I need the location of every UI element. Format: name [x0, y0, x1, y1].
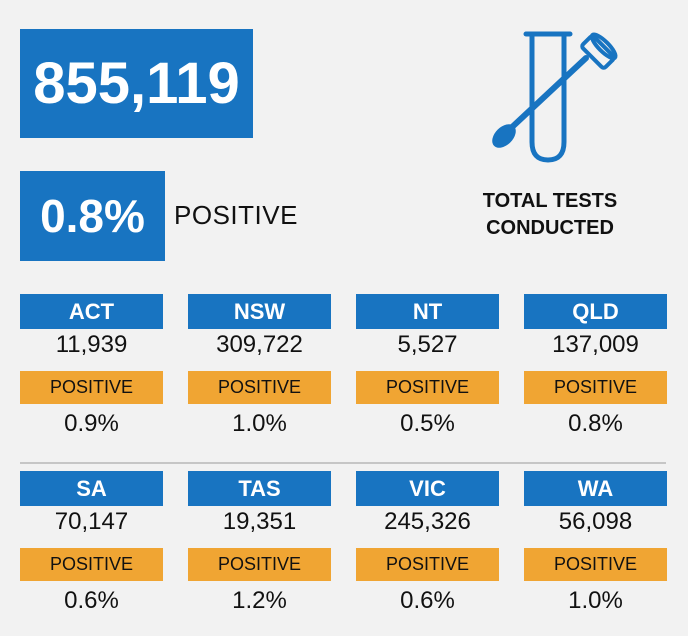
state-card-tas: TAS 19,351 POSITIVE 1.2% — [188, 471, 331, 619]
state-positive-rate: 0.9% — [64, 410, 119, 437]
state-positive-rate: 0.6% — [64, 587, 119, 614]
total-tests-value: 855,119 — [20, 29, 253, 138]
state-positive-rate: 1.0% — [232, 410, 287, 437]
state-positive-label: POSITIVE — [188, 548, 331, 581]
row-divider — [20, 462, 666, 464]
state-positive-label: POSITIVE — [524, 371, 667, 404]
state-test-count: 309,722 — [216, 331, 303, 358]
state-test-count: 11,939 — [55, 331, 128, 358]
state-test-count: 137,009 — [552, 331, 639, 358]
test-tube-swab-icon — [492, 31, 618, 163]
total-tests-caption: TOTAL TESTS CONDUCTED — [445, 188, 655, 242]
state-card-act: ACT 11,939 POSITIVE 0.9% — [20, 294, 163, 442]
state-positive-label: POSITIVE — [356, 371, 499, 404]
state-card-sa: SA 70,147 POSITIVE 0.6% — [20, 471, 163, 619]
state-card-wa: WA 56,098 POSITIVE 1.0% — [524, 471, 667, 619]
caption-line-1: TOTAL TESTS — [482, 190, 618, 212]
state-positive-rate: 0.6% — [400, 587, 455, 614]
state-name: QLD — [524, 294, 667, 329]
state-positive-label: POSITIVE — [188, 371, 331, 404]
state-test-count: 245,326 — [384, 508, 471, 535]
state-name: ACT — [20, 294, 163, 329]
state-positive-label: POSITIVE — [524, 548, 667, 581]
state-positive-label: POSITIVE — [20, 371, 163, 404]
caption-line-2: CONDUCTED — [486, 217, 614, 239]
state-card-qld: QLD 137,009 POSITIVE 0.8% — [524, 294, 667, 442]
state-card-nt: NT 5,527 POSITIVE 0.5% — [356, 294, 499, 442]
state-name: NT — [356, 294, 499, 329]
state-positive-label: POSITIVE — [20, 548, 163, 581]
state-name: NSW — [188, 294, 331, 329]
state-positive-rate: 0.8% — [568, 410, 623, 437]
state-positive-label: POSITIVE — [356, 548, 499, 581]
state-test-count: 56,098 — [558, 508, 633, 535]
state-positive-rate: 1.0% — [568, 587, 623, 614]
state-test-count: 5,527 — [397, 331, 458, 358]
positive-rate-label: POSITIVE — [174, 200, 298, 230]
state-test-count: 70,147 — [54, 508, 129, 535]
positive-rate-value: 0.8% — [20, 171, 165, 261]
state-name: SA — [20, 471, 163, 506]
state-name: WA — [524, 471, 667, 506]
state-positive-rate: 0.5% — [400, 410, 455, 437]
state-positive-rate: 1.2% — [232, 587, 287, 614]
state-name: VIC — [356, 471, 499, 506]
state-name: TAS — [188, 471, 331, 506]
state-card-vic: VIC 245,326 POSITIVE 0.6% — [356, 471, 499, 619]
state-card-nsw: NSW 309,722 POSITIVE 1.0% — [188, 294, 331, 442]
state-test-count: 19,351 — [222, 508, 297, 535]
